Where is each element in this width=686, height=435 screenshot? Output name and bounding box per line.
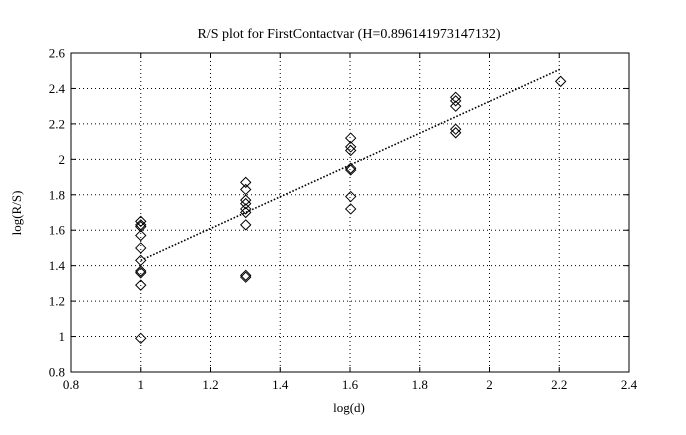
data-point — [344, 132, 357, 144]
grid — [71, 53, 629, 372]
x-tick-label: 1.6 — [342, 377, 359, 392]
y-tick-label: 0.8 — [49, 365, 65, 380]
data-point — [135, 242, 147, 254]
y-tick-label: 1.2 — [49, 294, 65, 309]
y-tick-label: 1.4 — [49, 258, 66, 273]
plot-frame — [70, 52, 630, 373]
x-tick-label: 1 — [138, 377, 145, 392]
data-point — [240, 206, 252, 219]
data-point — [240, 194, 252, 206]
y-tick-label: 1 — [59, 329, 66, 344]
x-tick-label: 1.4 — [272, 377, 289, 392]
data-point — [135, 220, 147, 233]
y-tick-label: 2.4 — [49, 81, 66, 96]
data-point — [135, 265, 147, 277]
data-point — [449, 95, 462, 107]
data-point — [344, 144, 357, 157]
data-point — [344, 203, 357, 215]
data-point — [344, 141, 357, 153]
data-points — [135, 75, 567, 345]
data-point — [240, 183, 252, 196]
data-point — [554, 75, 567, 88]
y-tick-label: 2.2 — [49, 116, 65, 131]
y-tick-label: 1.6 — [49, 223, 66, 238]
data-point — [449, 123, 462, 135]
data-point — [344, 190, 357, 203]
fit-line — [140, 68, 561, 262]
data-point — [240, 269, 252, 282]
y-tick-label: 1.8 — [49, 187, 65, 202]
data-point — [344, 164, 357, 176]
x-tick-label: 2.4 — [621, 377, 638, 392]
x-axis-label: log(d) — [333, 400, 365, 415]
fit-line-group — [140, 68, 561, 262]
x-tick-label: 1.8 — [412, 377, 428, 392]
chart-title: R/S plot for FirstContactvar (H=0.896141… — [197, 27, 500, 42]
data-point — [240, 271, 252, 283]
data-point — [135, 332, 147, 345]
x-tick-label: 2 — [486, 377, 493, 392]
axis-ticks: 0.8 1 1.2 1.4 1.6 1.8 2 2.2 2.4 0.8 1 1.2 1.4 1.6 1.8 2… — [49, 46, 638, 393]
y-tick-label: 2.6 — [49, 46, 66, 61]
data-point — [135, 215, 147, 228]
data-point — [240, 197, 252, 210]
data-point — [240, 219, 252, 231]
data-point — [449, 91, 462, 104]
y-axis-label: log(R/S) — [9, 191, 24, 236]
data-point — [135, 267, 147, 279]
x-tick-label: 0.8 — [63, 377, 79, 392]
y-tick-label: 2 — [59, 152, 66, 167]
data-point — [449, 127, 462, 139]
data-point — [240, 203, 252, 215]
data-point — [240, 176, 252, 189]
data-point — [135, 229, 147, 242]
data-point — [135, 279, 147, 291]
x-tick-label: 2.2 — [551, 377, 567, 392]
data-point — [344, 162, 357, 174]
data-point — [449, 100, 462, 112]
x-tick-label: 1.2 — [202, 377, 218, 392]
